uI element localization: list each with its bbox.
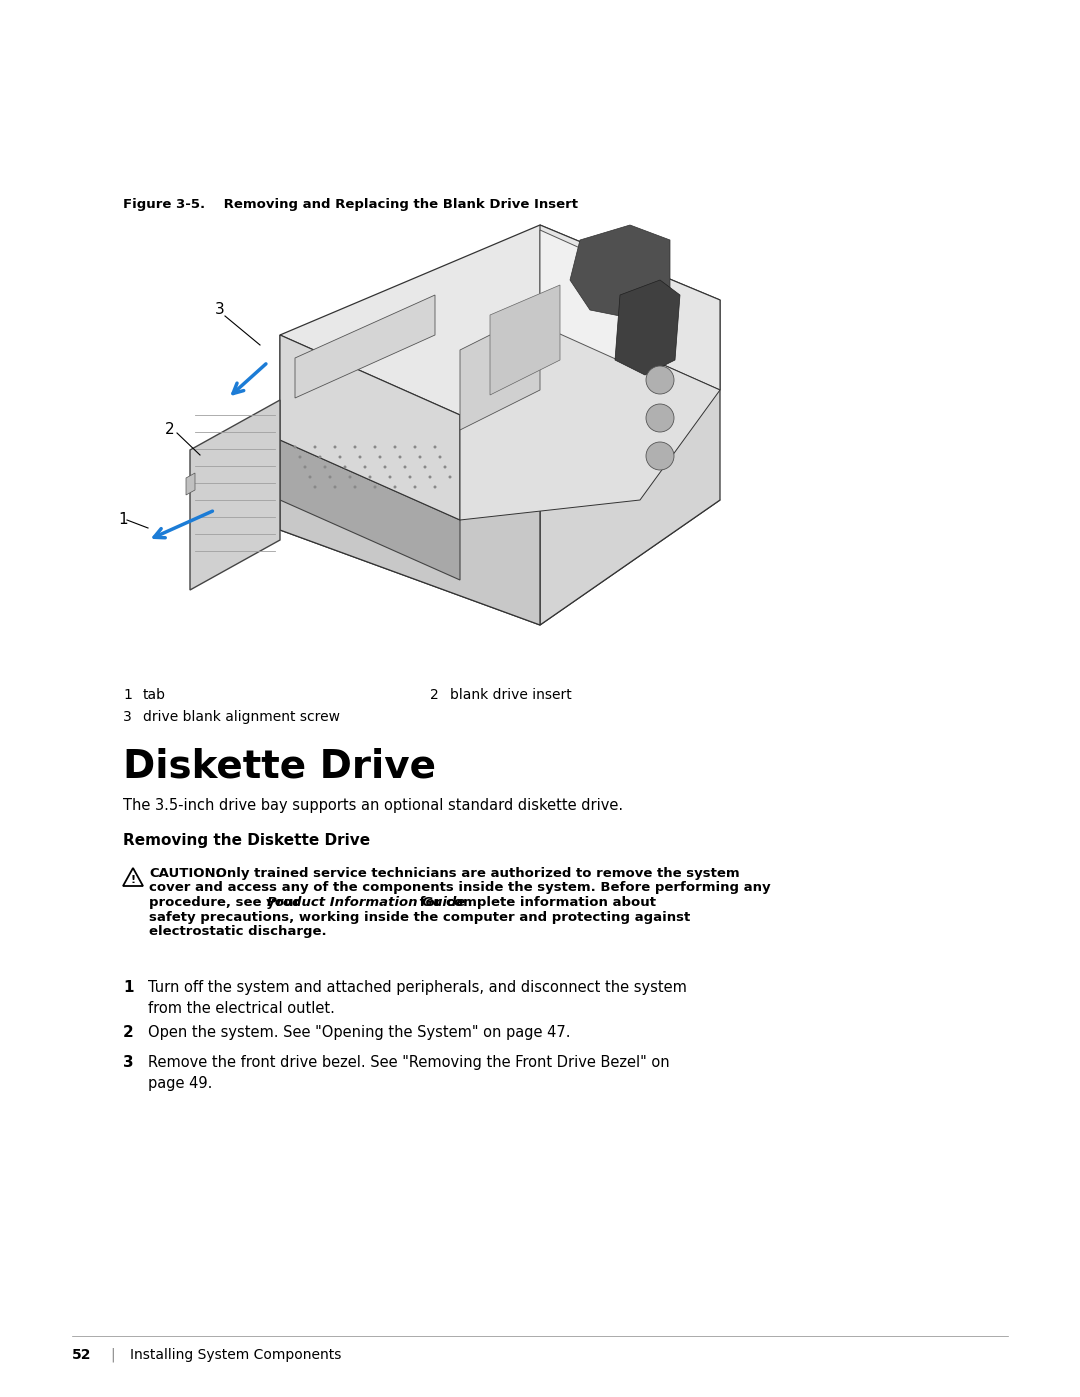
Circle shape <box>414 486 417 489</box>
Text: Figure 3-5.    Removing and Replacing the Blank Drive Insert: Figure 3-5. Removing and Replacing the B… <box>123 198 578 211</box>
Circle shape <box>338 455 341 458</box>
Text: 2: 2 <box>123 1025 134 1039</box>
Polygon shape <box>570 225 670 320</box>
Text: |: | <box>110 1348 114 1362</box>
Circle shape <box>334 486 337 489</box>
Circle shape <box>349 475 351 479</box>
Circle shape <box>389 475 391 479</box>
Text: tab: tab <box>143 687 166 703</box>
Text: 52: 52 <box>72 1348 92 1362</box>
Text: Only trained service technicians are authorized to remove the system: Only trained service technicians are aut… <box>211 868 740 880</box>
Text: CAUTION:: CAUTION: <box>149 868 221 880</box>
Circle shape <box>364 465 366 468</box>
Circle shape <box>334 446 337 448</box>
Polygon shape <box>540 300 720 624</box>
Text: electrostatic discharge.: electrostatic discharge. <box>149 925 326 937</box>
Polygon shape <box>540 231 640 370</box>
Polygon shape <box>190 400 280 590</box>
Circle shape <box>303 465 307 468</box>
Circle shape <box>646 366 674 394</box>
Text: blank drive insert: blank drive insert <box>450 687 571 703</box>
Circle shape <box>328 475 332 479</box>
Polygon shape <box>460 310 720 520</box>
Circle shape <box>359 455 362 458</box>
Circle shape <box>368 475 372 479</box>
Circle shape <box>404 465 406 468</box>
Text: 3: 3 <box>123 1055 134 1070</box>
Circle shape <box>429 475 432 479</box>
Polygon shape <box>540 225 720 390</box>
Text: 1: 1 <box>118 513 127 528</box>
Circle shape <box>408 475 411 479</box>
Text: procedure, see your: procedure, see your <box>149 895 305 909</box>
Text: 3: 3 <box>215 303 225 317</box>
Text: Open the system. See "Opening the System" on page 47.: Open the system. See "Opening the System… <box>148 1025 570 1039</box>
Circle shape <box>374 486 377 489</box>
Polygon shape <box>615 279 680 374</box>
Circle shape <box>298 455 301 458</box>
Text: 1: 1 <box>123 687 132 703</box>
Text: Turn off the system and attached peripherals, and disconnect the system
from the: Turn off the system and attached periphe… <box>148 981 687 1016</box>
Polygon shape <box>280 440 460 580</box>
Circle shape <box>378 455 381 458</box>
Circle shape <box>383 465 387 468</box>
Circle shape <box>309 475 311 479</box>
Circle shape <box>423 465 427 468</box>
Polygon shape <box>280 225 720 415</box>
Text: !: ! <box>131 875 136 886</box>
Circle shape <box>319 455 322 458</box>
Polygon shape <box>490 285 561 395</box>
Text: 2: 2 <box>165 422 175 437</box>
Circle shape <box>374 446 377 448</box>
Circle shape <box>393 486 396 489</box>
Text: Diskette Drive: Diskette Drive <box>123 747 436 787</box>
Text: cover and access any of the components inside the system. Before performing any: cover and access any of the components i… <box>149 882 771 894</box>
Text: Product Information Guide: Product Information Guide <box>267 895 465 909</box>
Text: 2: 2 <box>430 687 438 703</box>
Circle shape <box>444 465 446 468</box>
Polygon shape <box>460 310 540 430</box>
Circle shape <box>414 446 417 448</box>
Polygon shape <box>280 335 460 520</box>
Polygon shape <box>280 335 540 624</box>
Circle shape <box>353 446 356 448</box>
Circle shape <box>419 455 421 458</box>
Circle shape <box>448 475 451 479</box>
Polygon shape <box>123 868 143 886</box>
Text: safety precautions, working inside the computer and protecting against: safety precautions, working inside the c… <box>149 911 690 923</box>
Text: 1: 1 <box>123 981 134 995</box>
Circle shape <box>324 465 326 468</box>
Text: The 3.5-inch drive bay supports an optional standard diskette drive.: The 3.5-inch drive bay supports an optio… <box>123 798 623 813</box>
Circle shape <box>353 486 356 489</box>
Circle shape <box>294 446 297 448</box>
Circle shape <box>646 441 674 469</box>
Text: Installing System Components: Installing System Components <box>130 1348 341 1362</box>
Circle shape <box>313 486 316 489</box>
Polygon shape <box>280 400 720 624</box>
Text: Removing the Diskette Drive: Removing the Diskette Drive <box>123 833 370 848</box>
Circle shape <box>433 446 436 448</box>
Polygon shape <box>295 295 435 398</box>
Text: drive blank alignment screw: drive blank alignment screw <box>143 710 340 724</box>
Text: for complete information about: for complete information about <box>415 895 656 909</box>
Circle shape <box>343 465 347 468</box>
Polygon shape <box>186 474 195 495</box>
Circle shape <box>433 486 436 489</box>
Circle shape <box>438 455 442 458</box>
Text: Remove the front drive bezel. See "Removing the Front Drive Bezel" on
page 49.: Remove the front drive bezel. See "Remov… <box>148 1055 670 1091</box>
Circle shape <box>313 446 316 448</box>
Circle shape <box>399 455 402 458</box>
Circle shape <box>646 404 674 432</box>
Circle shape <box>393 446 396 448</box>
Text: 3: 3 <box>123 710 132 724</box>
